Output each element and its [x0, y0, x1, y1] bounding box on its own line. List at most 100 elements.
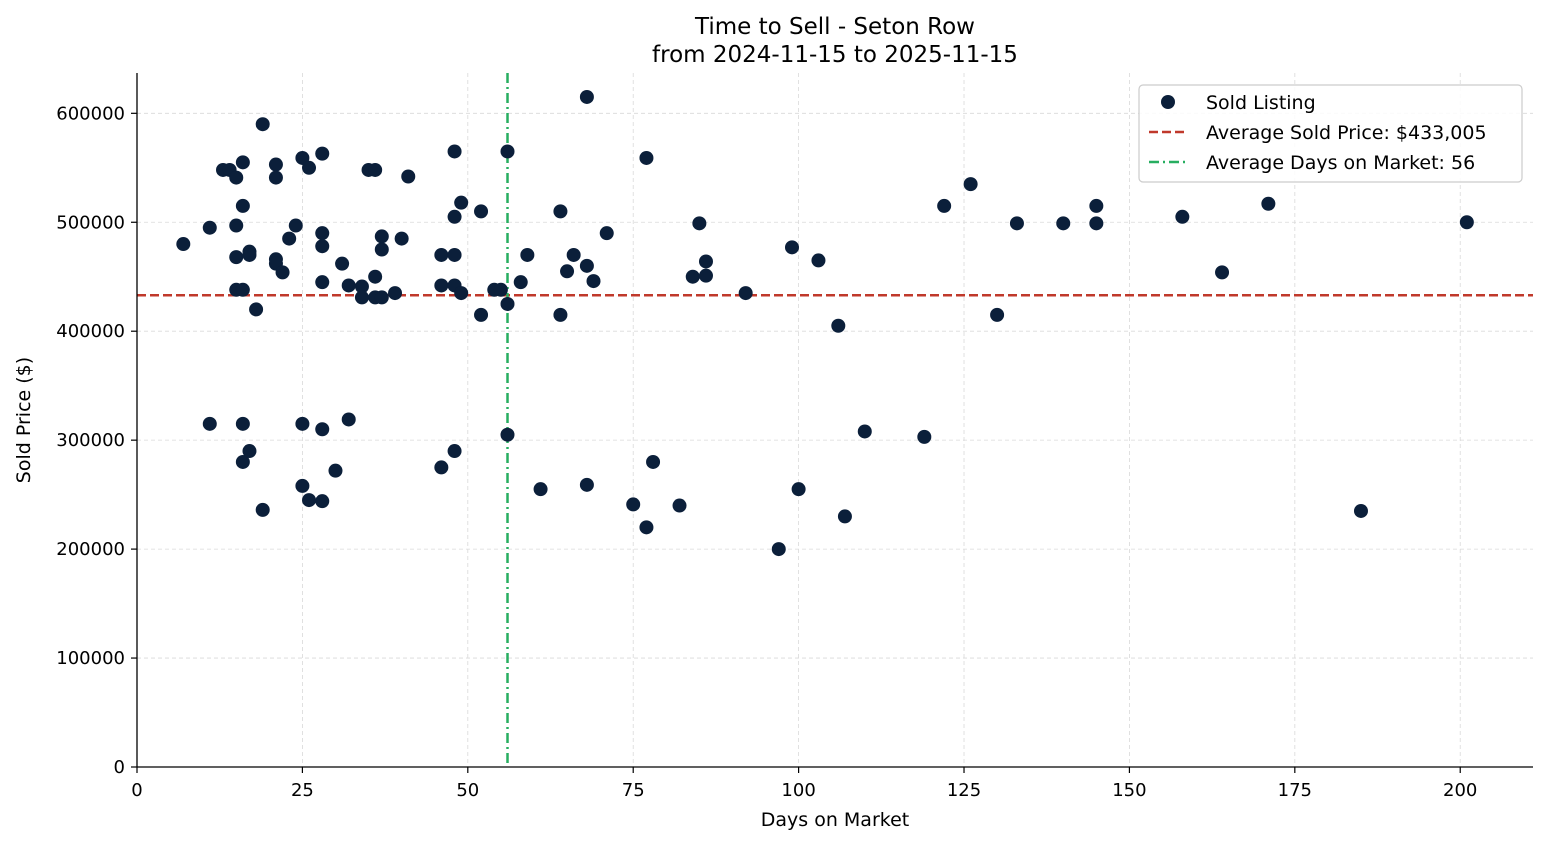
y-tick-label: 300000 — [56, 430, 125, 451]
data-point — [857, 424, 872, 439]
legend-box — [1138, 84, 1523, 183]
data-point — [235, 416, 250, 431]
x-tick-label: 0 — [131, 780, 142, 801]
data-point — [579, 258, 594, 273]
data-point — [513, 275, 528, 290]
data-point — [354, 279, 369, 294]
data-point — [1089, 198, 1104, 213]
data-point — [579, 477, 594, 492]
y-tick-label: 600000 — [56, 103, 125, 124]
data-point — [434, 460, 449, 475]
y-tick-label: 400000 — [56, 321, 125, 342]
data-point — [249, 302, 264, 317]
y-tick-label: 100000 — [56, 648, 125, 669]
data-points — [176, 89, 1474, 557]
data-point — [685, 269, 700, 284]
x-tick-label: 200 — [1443, 780, 1477, 801]
x-tick-label: 175 — [1278, 780, 1312, 801]
data-point — [368, 162, 383, 177]
data-point — [626, 497, 641, 512]
data-point — [447, 144, 462, 159]
data-point — [176, 237, 191, 252]
data-point — [242, 444, 257, 459]
data-point — [811, 253, 826, 268]
data-point — [434, 247, 449, 262]
y-tick-label: 200000 — [56, 539, 125, 560]
average-lines — [137, 73, 1533, 767]
data-point — [698, 268, 713, 283]
x-tick-label: 25 — [291, 780, 314, 801]
data-point — [672, 498, 687, 513]
axes — [131, 73, 1533, 773]
data-point — [235, 198, 250, 213]
data-point — [639, 150, 654, 165]
data-point — [394, 231, 409, 246]
data-point — [493, 282, 508, 297]
x-tick-label: 75 — [622, 780, 645, 801]
legend-label-average-price: Average Sold Price: $433,005 — [1206, 122, 1487, 144]
legend-label-average-days: Average Days on Market: 56 — [1206, 152, 1475, 174]
data-point — [235, 282, 250, 297]
data-point — [295, 416, 310, 431]
data-point — [1175, 209, 1190, 224]
data-point — [837, 509, 852, 524]
data-point — [282, 231, 297, 246]
x-tick-label: 50 — [456, 780, 479, 801]
data-point — [500, 296, 515, 311]
data-point — [374, 229, 389, 244]
x-axis-label: Days on Market — [761, 809, 909, 831]
data-point — [831, 318, 846, 333]
data-point — [335, 256, 350, 271]
data-point — [434, 278, 449, 293]
data-point — [229, 170, 244, 185]
data-point — [447, 209, 462, 224]
data-point — [354, 290, 369, 305]
legend-label-sold-listing: Sold Listing — [1206, 92, 1316, 114]
data-point — [302, 493, 317, 508]
data-point — [639, 520, 654, 535]
data-point — [315, 239, 330, 254]
data-point — [302, 160, 317, 175]
x-tick-label: 125 — [947, 780, 981, 801]
data-point — [990, 307, 1005, 322]
data-point — [474, 204, 489, 219]
data-point — [235, 155, 250, 170]
data-point — [374, 290, 389, 305]
data-point — [341, 278, 356, 293]
data-point — [288, 218, 303, 233]
data-point — [328, 463, 343, 478]
data-point — [315, 275, 330, 290]
y-axis-label: Sold Price ($) — [13, 357, 35, 483]
data-point — [374, 242, 389, 257]
data-point — [275, 265, 290, 280]
data-point — [229, 250, 244, 265]
legend-marker-sold-listing — [1161, 95, 1175, 109]
data-point — [268, 157, 283, 172]
data-point — [937, 198, 952, 213]
data-point — [295, 478, 310, 493]
data-point — [1009, 216, 1024, 231]
data-point — [917, 429, 932, 444]
data-point — [500, 427, 515, 442]
y-tick-label: 0 — [114, 757, 125, 778]
data-point — [447, 444, 462, 459]
data-point — [229, 218, 244, 233]
data-point — [1459, 215, 1474, 230]
data-point — [1353, 503, 1368, 518]
data-point — [560, 264, 575, 279]
data-point — [692, 216, 707, 231]
data-point — [698, 254, 713, 269]
x-tick-label: 100 — [781, 780, 815, 801]
legend: Sold Listing Average Sold Price: $433,00… — [1138, 84, 1523, 183]
data-point — [553, 204, 568, 219]
data-point — [579, 89, 594, 104]
data-point — [1215, 265, 1230, 280]
data-point — [255, 117, 270, 132]
data-point — [315, 146, 330, 161]
data-point — [315, 226, 330, 241]
data-point — [963, 177, 978, 192]
data-point — [235, 454, 250, 469]
data-point — [315, 422, 330, 437]
tick-labels: 0 25 50 75 100 125 150 175 200 0 100000 200000 30000… — [56, 103, 1477, 801]
